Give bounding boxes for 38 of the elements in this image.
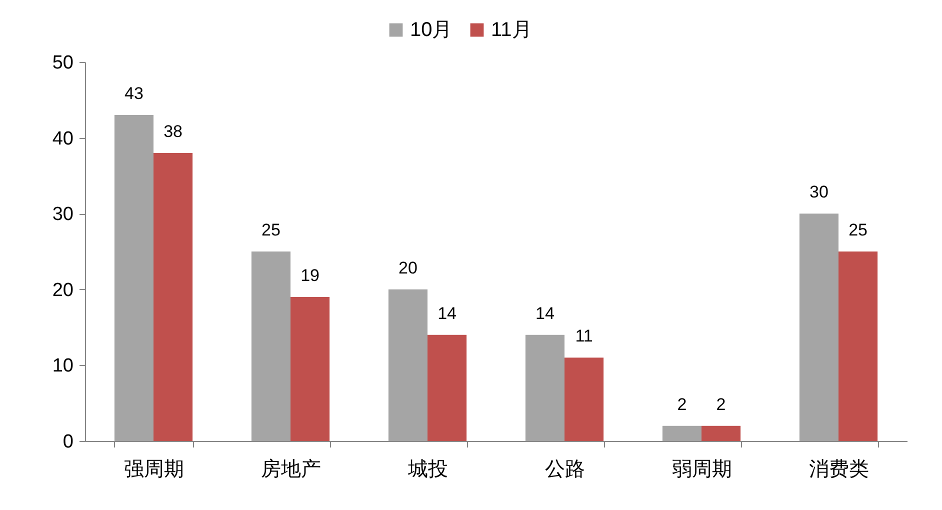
data-label: 2 <box>677 394 687 414</box>
bar <box>799 214 838 441</box>
data-label: 25 <box>848 220 868 240</box>
data-label: 14 <box>438 304 456 323</box>
data-label: 14 <box>536 304 554 323</box>
bar <box>388 289 428 441</box>
y-tick-label: 40 <box>52 128 74 150</box>
data-label: 20 <box>398 258 418 278</box>
y-tick-label: 0 <box>62 432 74 452</box>
data-label: 2 <box>716 394 726 414</box>
legend-label: 10月 <box>410 19 452 41</box>
bar <box>564 358 604 441</box>
bar <box>114 115 154 441</box>
y-tick-label: 20 <box>52 280 74 301</box>
x-tick-label: 城投 <box>407 458 448 480</box>
bar <box>251 252 290 441</box>
data-label: 11 <box>575 326 593 346</box>
x-tick-label: 公路 <box>545 458 585 480</box>
bar <box>290 296 330 441</box>
legend-label: 11月 <box>491 19 532 41</box>
x-tick-label: 房地产 <box>261 458 321 480</box>
data-label: 43 <box>124 84 144 104</box>
data-label: 25 <box>262 220 280 240</box>
x-tick-label: 弱周期 <box>672 458 732 480</box>
x-tick-label: 强周期 <box>124 458 184 480</box>
data-label: 19 <box>300 266 320 285</box>
bar <box>662 426 702 441</box>
bar <box>428 334 467 441</box>
x-tick-label: 消费类 <box>809 458 869 480</box>
y-tick-label: 50 <box>52 52 74 74</box>
bar <box>525 334 564 441</box>
bar <box>838 252 878 441</box>
data-label: 38 <box>164 122 182 141</box>
bar <box>702 426 741 441</box>
data-label: 30 <box>810 182 828 202</box>
bar <box>154 152 193 441</box>
y-tick-label: 10 <box>52 356 74 377</box>
y-tick-label: 30 <box>52 204 74 226</box>
